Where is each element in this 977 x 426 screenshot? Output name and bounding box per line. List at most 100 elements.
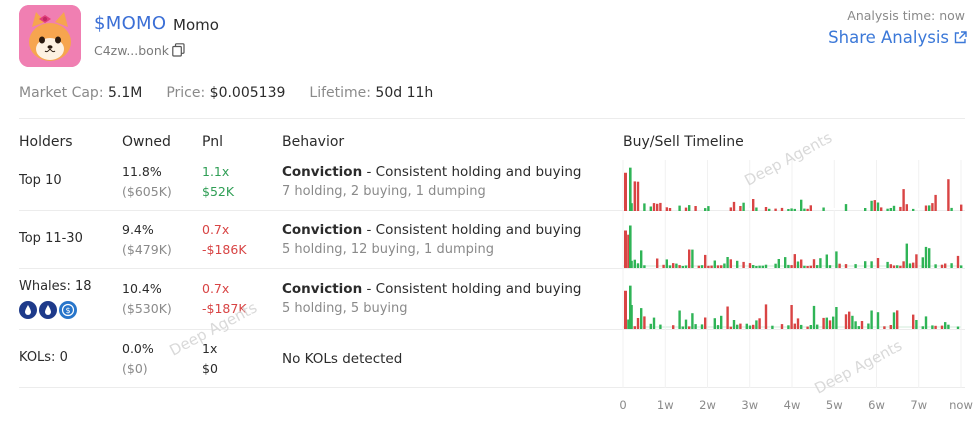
sell-bar [809,265,812,268]
buy-bar [691,249,694,268]
buy-bar [752,265,755,268]
buy-bar [886,208,889,211]
buy-bar [796,261,800,268]
share-analysis-label: Share Analysis [828,28,949,47]
buy-bar [851,315,854,329]
behavior-sub: 7 holding, 2 buying, 1 dumping [282,184,486,199]
pnl-mult: 1.1x [202,164,230,179]
buy-bar [691,313,694,329]
share-analysis-link[interactable]: Share Analysis [828,28,967,47]
behavior-sub: 5 holding, 5 buying [282,301,408,316]
buy-bar [643,265,646,268]
sell-bar [912,314,915,329]
behavior-cell: Conviction - Consistent holding and buyi… [282,220,581,260]
sell-bar [672,325,675,329]
buy-bar [720,315,723,329]
buy-bar [854,321,857,329]
row-divider [19,268,965,269]
sell-bar [790,305,793,329]
owned-usd: ($479K) [122,242,172,257]
sell-bar [880,207,883,211]
buy-bar [640,250,643,268]
sell-bar [806,208,809,211]
owned-pct: 10.4% [122,281,162,296]
buy-bar [803,265,806,268]
sell-bar [828,320,832,329]
copy-icon[interactable] [172,43,185,57]
sell-bar [652,203,656,211]
col-pnl: Pnl [202,134,223,150]
sell-bar [662,264,665,268]
sell-bar [915,254,918,268]
sell-bar [844,264,848,268]
buy-bar [630,305,633,329]
behavior-cell: No KOLs detected [282,349,402,369]
buy-bar [630,203,633,211]
buy-bar [921,326,924,329]
sell-bar [684,207,688,211]
sell-bar [960,204,963,211]
buy-bar [934,264,937,268]
buy-bar [678,205,681,211]
token-stats: Market Cap: 5.1M Price: $0.005139 Lifeti… [19,85,433,101]
buy-bar [915,320,918,329]
sell-bar [742,261,745,268]
owned-pct: 9.4% [122,222,154,237]
external-link-icon [954,31,967,44]
whale-usdc-icon[interactable]: $ [59,301,77,319]
buy-bar [726,257,729,268]
buy-bar [864,261,867,268]
buy-bar [659,324,662,329]
buy-bar [771,325,774,329]
sell-bar [739,323,742,329]
buy-bar [944,322,947,329]
buy-bar [684,319,688,329]
buy-bar [828,265,832,268]
sell-bar [934,194,937,211]
whale-blue-drop-icon[interactable] [39,301,57,319]
buy-bar [832,316,835,329]
buy-bar [629,285,632,329]
buy-bar [816,324,819,329]
sell-bar [780,324,784,329]
col-timeline: Buy/Sell Timeline [623,134,744,150]
whale-blue-drop-icon[interactable] [19,301,37,319]
buy-bar [678,310,681,329]
buy-bar [636,263,640,268]
buy-bar [745,323,748,329]
market-cap-value: 5.1M [108,85,143,101]
buy-bar [908,263,912,268]
buy-bar [956,326,960,329]
sell-bar [729,259,732,268]
buy-bar [755,266,758,268]
buy-bar [905,243,908,268]
sell-bar [806,326,809,329]
owned-cell: 10.4% ($530K) [122,279,172,319]
sell-bar [752,199,755,211]
buy-bar [886,261,889,268]
sell-bar [812,259,816,268]
timeline-tick-label: 6w [868,398,885,412]
buy-bar [755,207,758,211]
buy-bar [825,317,828,329]
sell-bar [624,230,627,268]
sell-bar [947,179,950,211]
buy-bar [652,317,656,329]
buy-bar [870,261,873,268]
sell-bar [672,263,675,268]
buy-bar [630,260,633,268]
timeline-tick-label: 1w [657,398,674,412]
buy-bar [921,257,924,268]
sell-bar [688,249,691,268]
behavior-sub: No KOLs detected [282,351,403,367]
sell-bar [720,265,723,268]
buy-bar [928,205,931,211]
pnl-usd: $52K [202,184,235,199]
sell-bar [940,264,944,268]
sell-bar [934,325,937,329]
buy-bar [787,325,790,329]
behavior-desc: - Consistent holding and buying [362,164,582,180]
sell-bar [800,259,803,268]
behavior-desc: - Consistent holding and buying [362,281,582,297]
pnl-usd: $0 [202,361,218,376]
